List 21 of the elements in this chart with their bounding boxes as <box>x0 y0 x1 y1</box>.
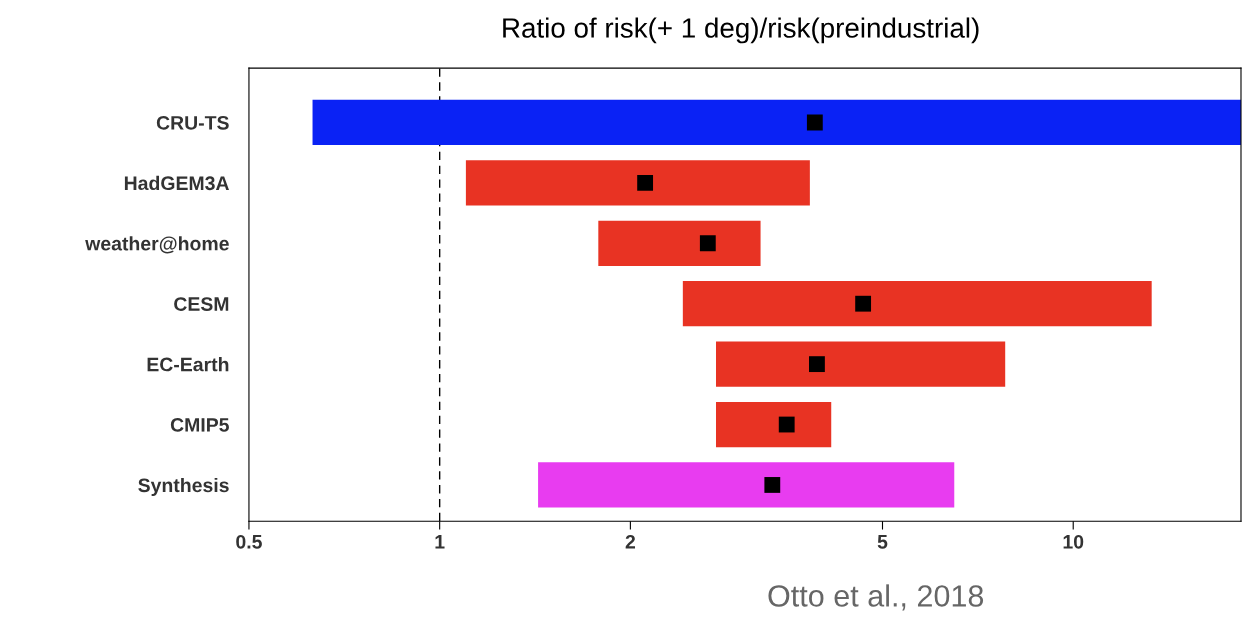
y-tick-label: weather@home <box>85 236 229 254</box>
text: Otto et al., 2018 <box>768 584 984 611</box>
y-tick-label: CMIP5 <box>170 418 229 432</box>
chart-title: Ratio of risk(+ 1 deg)/risk(preindustrial) <box>503 17 979 44</box>
y-tick-label: HadGEM3A <box>124 175 229 191</box>
bar <box>312 99 1241 146</box>
x-tick-label: 5 <box>877 535 888 549</box>
y-tick-label: Synthesis <box>138 477 229 497</box>
x-tick-label: 0.5 <box>236 534 262 549</box>
bar <box>682 281 1152 327</box>
y-tick-label: CRU-TS <box>156 115 229 130</box>
y-tick-label: EC-Earth <box>147 357 229 372</box>
x-tick-label: 10 <box>1063 534 1084 549</box>
x-tick-label: 2 <box>625 534 636 549</box>
bar <box>598 220 761 266</box>
x-tick-label: 1 <box>435 535 445 549</box>
bar <box>538 462 955 508</box>
bar <box>716 401 832 448</box>
bar <box>465 160 810 206</box>
y-tick-label: CESM <box>174 297 229 311</box>
bar <box>716 341 1006 387</box>
